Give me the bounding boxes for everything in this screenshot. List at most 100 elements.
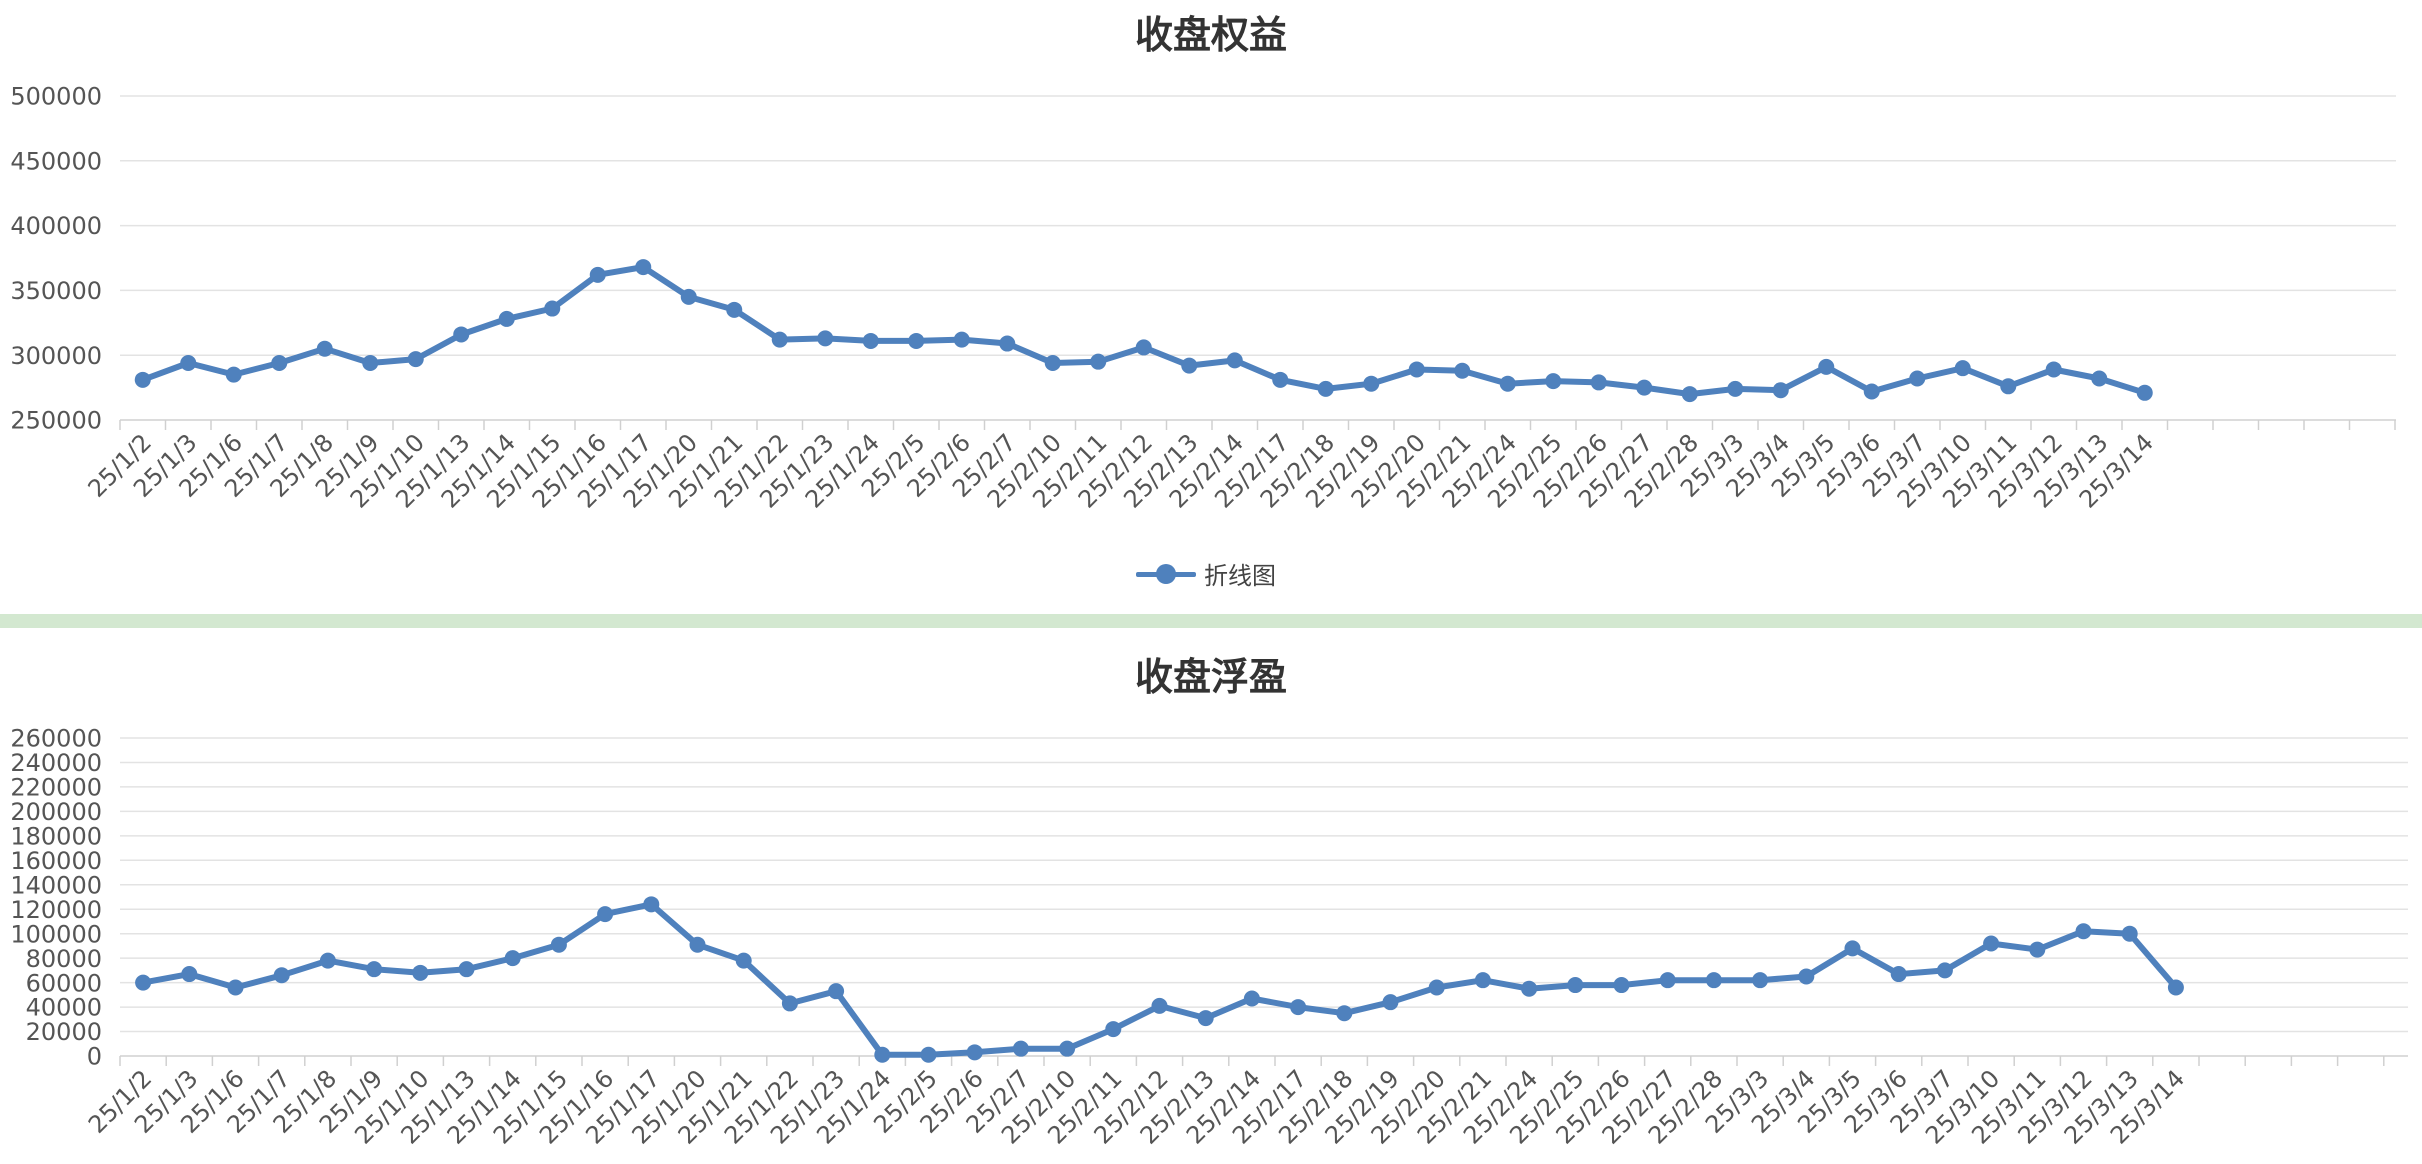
data-point — [1135, 339, 1152, 356]
data-point — [453, 326, 470, 343]
data-point — [1681, 386, 1698, 403]
data-point — [181, 966, 198, 983]
data-point — [643, 896, 660, 913]
y-tick-label: 200000 — [10, 798, 102, 826]
data-point — [726, 301, 743, 318]
data-point — [1727, 380, 1744, 397]
y-tick-label: 260000 — [10, 725, 102, 753]
data-point — [597, 906, 614, 923]
y-tick-label: 0 — [87, 1043, 102, 1071]
floating-profit-line-chart: 0200004000060000800001000001200001400001… — [10, 725, 2408, 1150]
data-point — [1752, 972, 1769, 989]
data-point — [1059, 1040, 1076, 1057]
series-line — [139, 264, 2148, 398]
equity-line-chart: 25000030000035000040000045000050000025/1… — [10, 83, 2396, 514]
data-point — [1336, 1005, 1353, 1022]
data-point — [1317, 380, 1334, 397]
data-point — [407, 351, 424, 368]
y-tick-label: 160000 — [10, 847, 102, 875]
data-point — [1863, 383, 1880, 400]
y-tick-label: 250000 — [10, 407, 102, 435]
data-point — [1659, 972, 1676, 989]
data-point — [504, 950, 521, 967]
data-point — [953, 331, 970, 348]
data-point — [1454, 362, 1471, 379]
data-point — [828, 983, 845, 1000]
data-point — [1590, 374, 1607, 391]
data-point — [134, 371, 151, 388]
data-point — [1181, 357, 1198, 374]
data-point — [1363, 375, 1380, 392]
data-point — [1798, 968, 1815, 985]
data-point — [1090, 353, 1107, 370]
data-point — [1983, 935, 2000, 952]
data-point — [1705, 972, 1722, 989]
data-point — [2167, 979, 2184, 996]
data-point — [999, 335, 1016, 352]
equity-chart-panel: 收盘权益 250000 300000 350000 400000 450000 50000… — [10, 12, 2396, 591]
data-point — [862, 332, 879, 349]
legend-label: 折线图 — [1204, 562, 1276, 590]
data-point — [966, 1044, 983, 1061]
floating-profit-chart-panel: 收盘浮盈 0 20000 40000 60000 80000 100000 120000 14… — [0, 628, 2422, 1164]
data-point — [458, 961, 475, 978]
data-point — [1818, 358, 1835, 375]
data-point — [635, 259, 652, 276]
data-point — [498, 310, 515, 327]
chart-title: 收盘权益 — [1134, 12, 1287, 57]
data-point — [1408, 361, 1425, 378]
data-point — [412, 964, 429, 981]
data-point — [362, 354, 379, 371]
y-tick-label: 220000 — [10, 774, 102, 802]
data-point — [550, 936, 567, 953]
data-point — [1613, 977, 1630, 994]
y-tick-label: 20000 — [26, 1018, 102, 1046]
data-point — [1428, 979, 1445, 996]
data-point — [781, 995, 798, 1012]
data-point — [589, 266, 606, 283]
data-point — [135, 974, 152, 991]
data-point — [817, 330, 834, 347]
data-point — [1936, 962, 1953, 979]
y-tick-label: 450000 — [10, 147, 102, 175]
data-point — [1474, 972, 1491, 989]
chart-title: 收盘浮盈 — [1134, 654, 1287, 699]
panel-divider — [0, 614, 2422, 628]
data-point — [1197, 1010, 1214, 1027]
data-point — [1521, 980, 1538, 997]
y-tick-label: 350000 — [10, 277, 102, 305]
data-point — [1567, 977, 1584, 994]
data-point — [227, 979, 244, 996]
data-point — [771, 331, 788, 348]
data-point — [1243, 990, 1260, 1007]
data-point — [2000, 378, 2017, 395]
chart-legend: 折线图 — [1136, 556, 1276, 591]
data-point — [273, 967, 290, 984]
data-point — [2045, 361, 2062, 378]
data-point — [1382, 994, 1399, 1011]
data-point — [2029, 941, 2046, 958]
data-point — [271, 354, 288, 371]
y-tick-label: 240000 — [10, 749, 102, 777]
y-tick-label: 500000 — [10, 83, 102, 111]
data-point — [1272, 371, 1289, 388]
data-point — [1844, 940, 1861, 957]
data-point — [2075, 923, 2092, 940]
data-point — [366, 961, 383, 978]
data-point — [735, 952, 752, 969]
data-point — [1890, 966, 1907, 983]
data-point — [1290, 999, 1307, 1016]
y-tick-label: 100000 — [10, 920, 102, 948]
data-point — [2136, 384, 2153, 401]
data-point — [680, 288, 697, 305]
y-tick-label: 400000 — [10, 212, 102, 240]
data-point — [1545, 373, 1562, 390]
data-point — [1044, 354, 1061, 371]
y-tick-label: 40000 — [26, 994, 102, 1022]
data-point — [319, 952, 336, 969]
data-point — [689, 936, 706, 953]
data-point — [1012, 1040, 1029, 1057]
y-tick-label: 80000 — [26, 945, 102, 973]
data-point — [1636, 379, 1653, 396]
data-point — [1909, 370, 1926, 387]
